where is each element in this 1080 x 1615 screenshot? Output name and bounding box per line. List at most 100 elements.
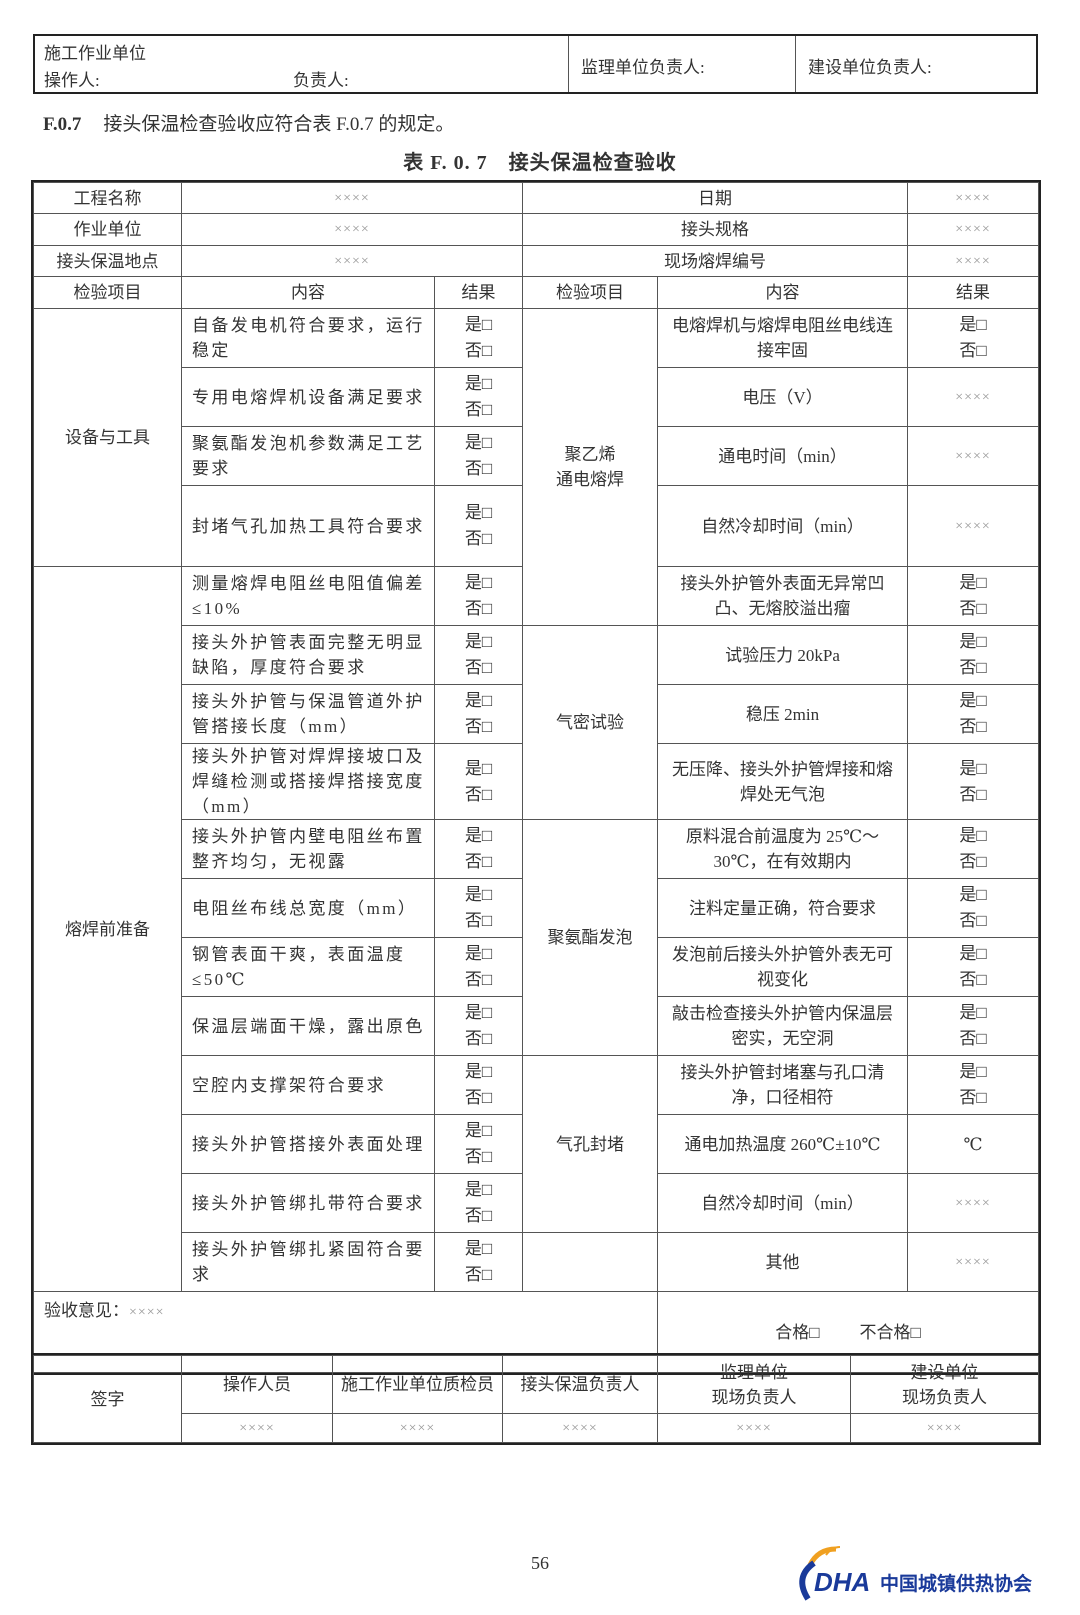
no-checkbox[interactable]: 否□ <box>959 658 987 677</box>
yes-checkbox[interactable]: 是□ <box>959 944 987 963</box>
yes-checkbox[interactable]: 是□ <box>959 632 987 651</box>
no-checkbox[interactable]: 否□ <box>464 1029 493 1048</box>
no-checkbox[interactable]: 否□ <box>464 1147 493 1166</box>
no-checkbox[interactable]: 否□ <box>959 1029 987 1048</box>
result-cell: 是□ 否□ <box>907 566 1039 626</box>
no-checkbox[interactable]: 否□ <box>464 529 493 548</box>
yes-checkbox[interactable]: 是□ <box>464 944 493 963</box>
info-label: 接头规格 <box>522 213 908 246</box>
yes-checkbox[interactable]: 是□ <box>464 826 493 845</box>
no-checkbox[interactable]: 否□ <box>464 784 493 804</box>
signature-value[interactable]: ×××× <box>850 1413 1039 1443</box>
right-group-label: 聚乙烯 通电熔焊 <box>522 308 658 626</box>
owner-label: 建设单位负责人: <box>808 58 932 77</box>
no-checkbox[interactable]: 否□ <box>959 599 987 618</box>
no-checkbox[interactable]: 否□ <box>464 1088 493 1107</box>
no-checkbox[interactable]: 否□ <box>464 970 493 989</box>
no-checkbox[interactable]: 否□ <box>464 717 493 736</box>
no-checkbox[interactable]: 否□ <box>959 341 987 360</box>
yes-checkbox[interactable]: 是□ <box>464 758 493 778</box>
check-item: 自备发电机符合要求，运行稳定 <box>181 308 435 368</box>
table-row: 熔焊前准备 测量熔焊电阻丝电阻值偏差≤10% 是□ 否□ 接头外护管外表面无异常凹凸、无… <box>33 566 1039 1292</box>
result-cell: 是□ 否□ <box>434 996 523 1056</box>
no-checkbox[interactable]: 否□ <box>464 341 493 360</box>
signature-value[interactable]: ×××× <box>181 1413 333 1443</box>
check-item: 注料定量正确，符合要求 <box>657 878 908 938</box>
cdha-logo: DHA 中国城镇供热协会 <box>799 1546 1032 1601</box>
yes-checkbox[interactable]: 是□ <box>959 315 987 334</box>
yes-checkbox[interactable]: 是□ <box>464 632 493 651</box>
result-value: ×××× <box>907 1232 1039 1292</box>
table-row: 接头外护管与保温管道外护管搭接长度（mm） 是□ 否□ 稳压 2min 是□ 否□ <box>34 684 1039 744</box>
check-item: 发泡前后接头外护管外表无可视变化 <box>657 937 908 997</box>
signature-value[interactable]: ×××× <box>657 1413 851 1443</box>
yes-checkbox[interactable]: 是□ <box>464 315 493 334</box>
check-item: 接头外护管绑扎带符合要求 <box>181 1173 435 1233</box>
yes-checkbox[interactable]: 是□ <box>959 573 987 592</box>
yes-checkbox[interactable]: 是□ <box>464 1121 493 1140</box>
yes-checkbox[interactable]: 是□ <box>464 503 493 522</box>
yes-checkbox[interactable]: 是□ <box>959 1003 987 1022</box>
role-line: 建设单位 <box>910 1362 979 1382</box>
result-cell: 是□ 否□ <box>434 367 523 427</box>
yes-checkbox[interactable]: 是□ <box>464 885 493 904</box>
yes-checkbox[interactable]: 是□ <box>464 433 493 452</box>
group-label-line: 气孔封堵 <box>556 1134 624 1154</box>
no-checkbox[interactable]: 否□ <box>959 717 987 736</box>
fail-checkbox[interactable]: 不合格□ <box>859 1322 921 1342</box>
yes-checkbox[interactable]: 是□ <box>464 1180 493 1199</box>
result-cell: 是□ 否□ <box>907 819 1039 879</box>
result-cell: 是□ 否□ <box>434 1232 523 1292</box>
no-checkbox[interactable]: 否□ <box>464 852 493 871</box>
yes-checkbox[interactable]: 是□ <box>464 1003 493 1022</box>
no-checkbox[interactable]: 否□ <box>959 911 987 930</box>
no-checkbox[interactable]: 否□ <box>464 459 493 478</box>
yes-checkbox[interactable]: 是□ <box>959 1062 987 1081</box>
yes-checkbox[interactable]: 是□ <box>959 826 987 845</box>
table-row: 接头外护管搭接外表面处理 是□ 否□ 通电加热温度 260℃±10℃ ℃ <box>34 1114 1039 1174</box>
no-checkbox[interactable]: 否□ <box>959 1088 987 1107</box>
yes-checkbox[interactable]: 是□ <box>959 758 987 778</box>
column-header: 结果 <box>434 276 523 309</box>
result-cell: 是□ 否□ <box>434 684 523 744</box>
yes-checkbox[interactable]: 是□ <box>464 573 493 592</box>
yes-checkbox[interactable]: 是□ <box>464 374 493 393</box>
role-line: 现场负责人 <box>902 1387 987 1407</box>
table-row: 接头外护管表面完整无明显缺陷，厚度符合要求 是□ 否□ 气密试验 试验压力 20kPa 是… <box>34 625 1039 820</box>
no-checkbox[interactable]: 否□ <box>959 784 987 804</box>
result-cell: 是□ 否□ <box>907 996 1039 1056</box>
result-cell: 是□ 否□ <box>434 625 523 685</box>
result-cell: 是□ 否□ <box>907 684 1039 744</box>
check-item: 原料混合前温度为 25℃～30℃，在有效期内 <box>657 819 908 879</box>
yes-checkbox[interactable]: 是□ <box>464 1062 493 1081</box>
no-checkbox[interactable]: 否□ <box>464 658 493 677</box>
signature-value[interactable]: ×××× <box>332 1413 503 1443</box>
yes-checkbox[interactable]: 是□ <box>959 885 987 904</box>
no-checkbox[interactable]: 否□ <box>959 970 987 989</box>
result-cell: 是□ 否□ <box>434 1055 523 1115</box>
no-checkbox[interactable]: 否□ <box>464 1265 493 1284</box>
result-cell: 是□ 否□ <box>434 937 523 997</box>
result-cell: 是□ 否□ <box>907 625 1039 685</box>
no-checkbox[interactable]: 否□ <box>959 852 987 871</box>
info-value: ×××× <box>181 182 523 214</box>
no-checkbox[interactable]: 否□ <box>464 911 493 930</box>
pass-checkbox[interactable]: 合格□ <box>775 1322 820 1342</box>
result-cell: 是□ 否□ <box>907 1055 1039 1115</box>
no-checkbox[interactable]: 否□ <box>464 1206 493 1225</box>
check-item: 接头外护管与保温管道外护管搭接长度（mm） <box>181 684 435 744</box>
check-item: 保温层端面干燥，露出原色 <box>181 996 435 1056</box>
signoff-header-box: 施工作业单位 操作人: 负责人: 监理单位负责人: 建设单位负责人: <box>33 34 1038 94</box>
yes-checkbox[interactable]: 是□ <box>464 1239 493 1258</box>
signature-role: 接头保温负责人 <box>502 1355 658 1414</box>
signature-value[interactable]: ×××× <box>502 1413 658 1443</box>
yes-checkbox[interactable]: 是□ <box>959 691 987 710</box>
clause: F.0.7 接头保温检查验收应符合表 F.0.7 的规定。 <box>43 109 454 136</box>
check-item: 接头外护管表面完整无明显缺陷，厚度符合要求 <box>181 625 435 685</box>
result-value: ×××× <box>907 485 1039 567</box>
no-checkbox[interactable]: 否□ <box>464 400 493 419</box>
no-checkbox[interactable]: 否□ <box>464 599 493 618</box>
yes-checkbox[interactable]: 是□ <box>464 691 493 710</box>
opinion-value[interactable]: ×××× <box>129 1305 165 1320</box>
signature-role: 操作人员 <box>181 1355 333 1414</box>
